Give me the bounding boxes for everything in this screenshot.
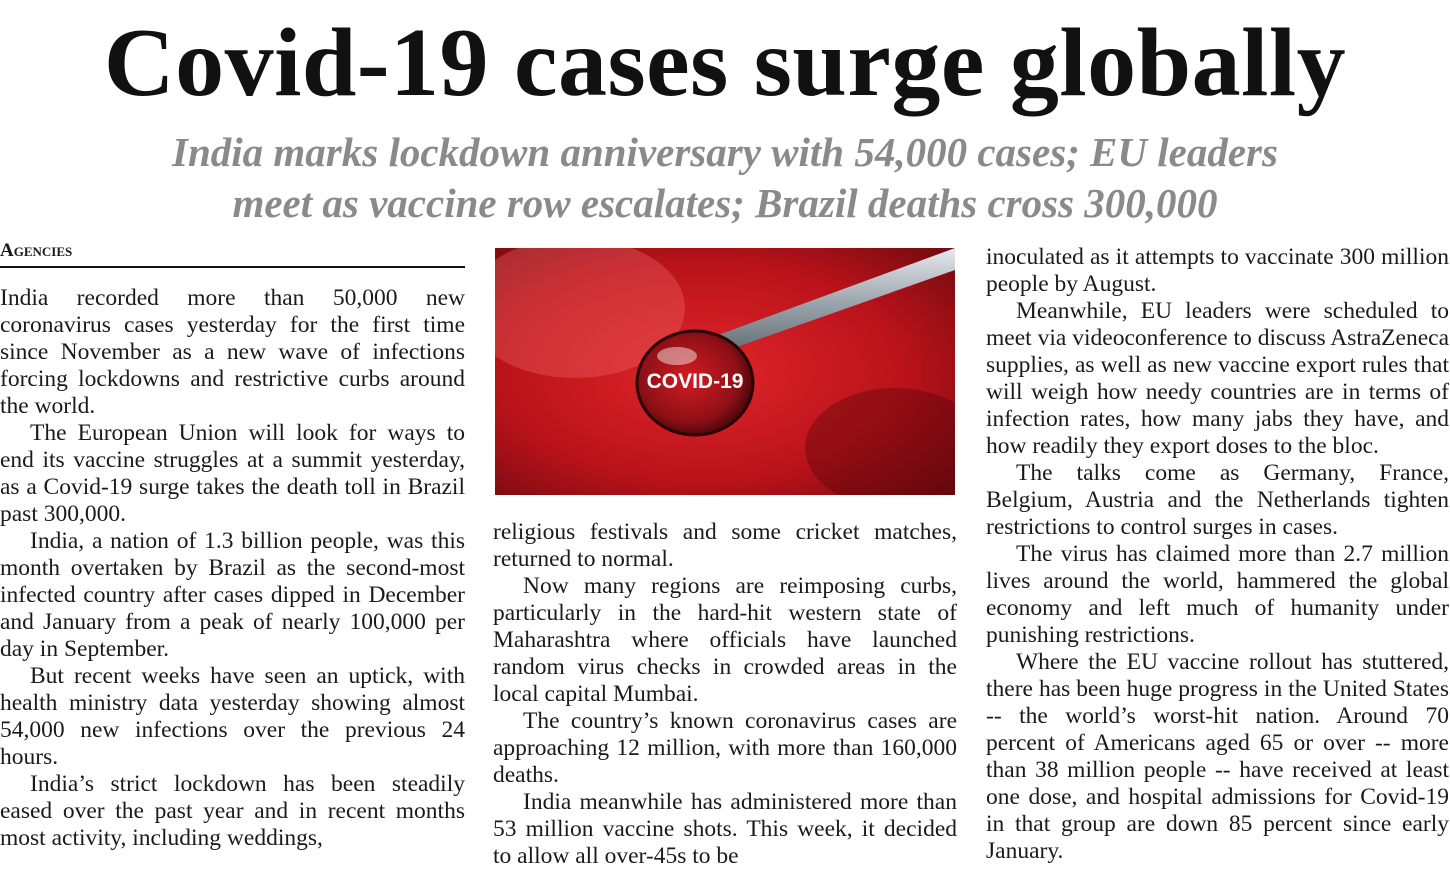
paragraph: India, a nation of 1.3 billion people, w… [0,528,465,662]
article-column-3: inoculated as it attempts to vaccinate 3… [986,244,1449,865]
paragraph: religious festivals and some cricket mat… [493,519,957,572]
paragraph: Now many regions are reimposing curbs, p… [493,573,957,707]
subheadline: India marks lockdown anniversary with 54… [0,127,1450,229]
covid-vaccine-photo: COVID-19 [495,248,955,495]
paragraph: The European Union will look for ways to… [0,420,465,527]
needle-icon [688,248,955,360]
covid-droplet-illustration: COVID-19 [495,248,955,495]
paragraph: The talks come as Germany, France, Belgi… [986,460,1449,540]
paragraph: Where the EU vaccine rollout has stutter… [986,649,1449,864]
article-column-2: religious festivals and some cricket mat… [493,519,957,870]
background-shadow [805,388,955,495]
paragraph: India’s strict lockdown has been steadil… [0,771,465,851]
paragraph: Meanwhile, EU leaders were scheduled to … [986,298,1449,459]
paragraph: The virus has claimed more than 2.7 mill… [986,541,1449,648]
article-column-1: India recorded more than 50,000 new coro… [0,285,465,852]
paragraph: But recent weeks have seen an uptick, wi… [0,663,465,770]
paragraph: India meanwhile has administered more th… [493,789,957,869]
paragraph: The country’s known coronavirus cases ar… [493,708,957,788]
paragraph: inoculated as it attempts to vaccinate 3… [986,244,1449,297]
droplet-highlight [657,347,697,365]
headline: Covid-19 cases surge globally [103,9,1347,117]
paragraph: India recorded more than 50,000 new coro… [0,285,465,419]
byline: Agencies [0,238,465,268]
subheadline-line-1: India marks lockdown anniversary with 54… [172,129,1278,175]
droplet [635,329,755,437]
background-blur [495,248,685,378]
subheadline-line-2: meet as vaccine row escalates; Brazil de… [232,180,1218,226]
droplet-text: COVID-19 [647,370,744,393]
